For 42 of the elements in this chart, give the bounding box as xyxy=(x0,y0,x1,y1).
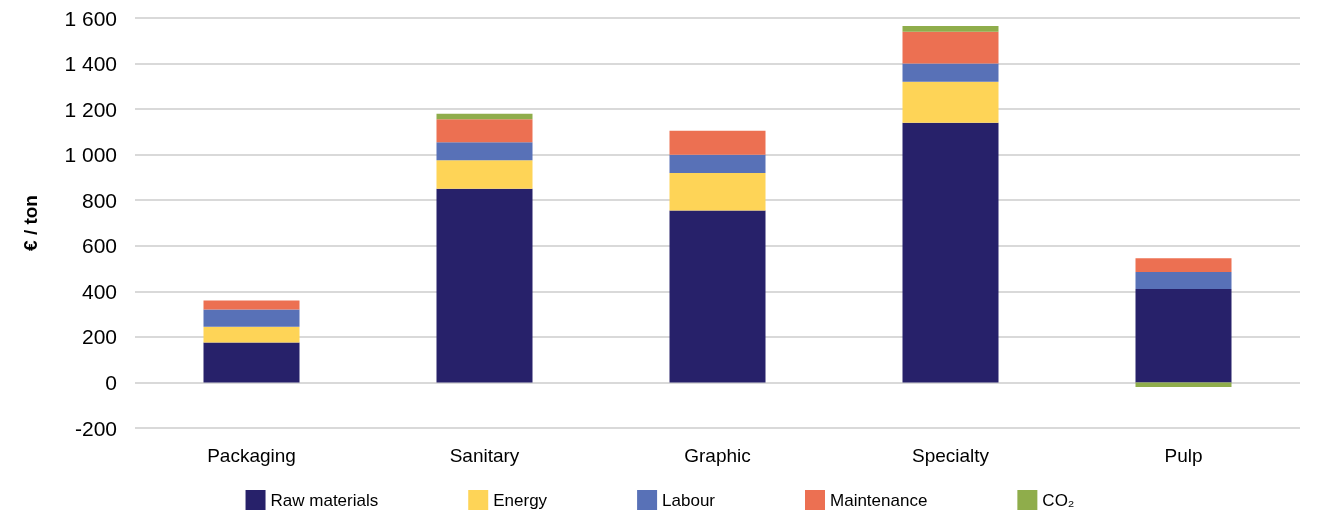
x-tick-label: Pulp xyxy=(1164,445,1203,466)
legend-label: Labour xyxy=(662,490,716,510)
y-tick-label: 200 xyxy=(81,325,117,349)
bar xyxy=(1135,258,1232,272)
y-tick-label: 1 600 xyxy=(64,6,117,30)
y-tick-label: 1 200 xyxy=(64,97,117,121)
legend-label: Raw materials xyxy=(270,490,379,510)
bar xyxy=(203,342,300,383)
bar xyxy=(669,154,766,173)
bar xyxy=(902,31,999,64)
bar xyxy=(669,210,766,383)
bar xyxy=(1135,289,1232,383)
y-axis-title: € / ton xyxy=(20,195,41,251)
bar xyxy=(902,81,999,123)
bar xyxy=(436,160,533,189)
y-tick-label: 400 xyxy=(81,279,117,303)
bar xyxy=(203,326,300,343)
y-tick-label: 600 xyxy=(81,234,117,258)
bar xyxy=(203,300,300,310)
bar xyxy=(669,130,766,155)
x-tick-label: Graphic xyxy=(684,445,751,466)
y-tick-label: 800 xyxy=(81,188,117,212)
legend-label: Energy xyxy=(493,490,548,510)
bar xyxy=(436,188,533,383)
x-tick-label: Packaging xyxy=(207,445,296,466)
x-tick-label: Specialty xyxy=(911,445,990,466)
y-tick-label: 0 xyxy=(105,370,117,394)
bar xyxy=(669,172,766,211)
bar xyxy=(902,63,999,82)
bar xyxy=(1135,271,1232,290)
bar xyxy=(1135,382,1232,387)
bar xyxy=(902,122,999,383)
y-tick-label: 1 000 xyxy=(64,143,117,167)
bar xyxy=(203,309,300,327)
bar xyxy=(436,119,533,143)
x-tick-label: Sanitary xyxy=(449,445,520,466)
y-tick-label: 1 400 xyxy=(64,52,117,76)
y-tick-label: -200 xyxy=(74,416,117,440)
bar xyxy=(902,25,999,32)
legend-label: Maintenance xyxy=(830,490,928,510)
legend-label: CO₂ xyxy=(1042,490,1075,510)
bar xyxy=(436,142,533,161)
